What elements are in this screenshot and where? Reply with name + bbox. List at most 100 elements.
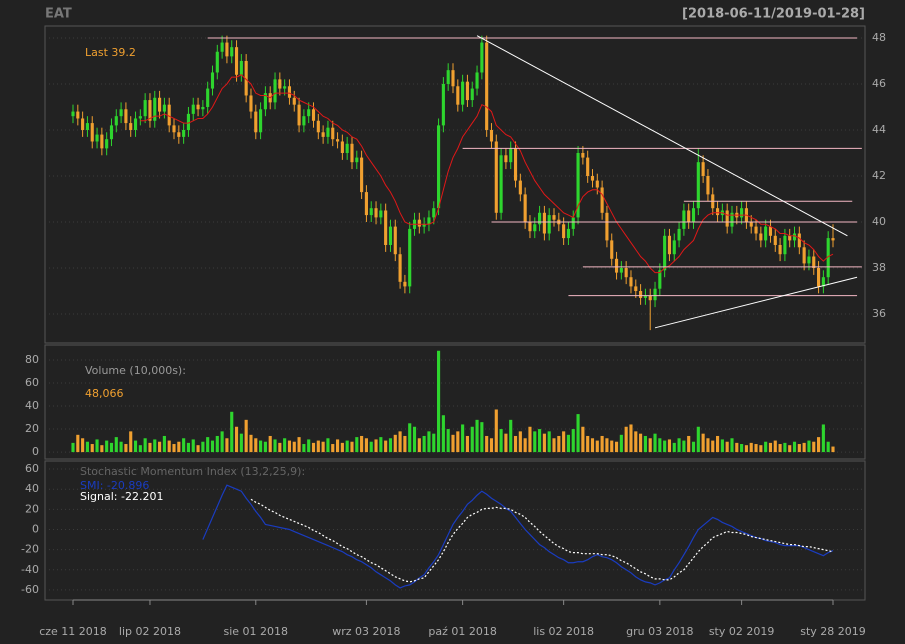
candle-body: [826, 238, 830, 278]
volume-bar: [220, 431, 224, 453]
volume-bar: [119, 441, 123, 453]
candle-body: [701, 162, 705, 176]
candle-body: [408, 228, 412, 287]
candle-body: [287, 86, 292, 98]
volume-bar: [792, 441, 797, 453]
x-tick-label: gru 03 2018: [626, 625, 693, 638]
x-tick-label: sie 01 2018: [224, 625, 289, 638]
volume-tick-label: 20: [25, 422, 39, 435]
candle-body: [470, 88, 474, 101]
moving-average: [140, 74, 834, 274]
volume-bar: [234, 426, 239, 453]
candle-body: [437, 125, 441, 209]
volume-bar: [677, 438, 681, 453]
volume-bar: [254, 438, 258, 453]
candle-body: [499, 155, 503, 213]
smi-tick-label: -20: [21, 543, 39, 556]
volume-bar: [768, 442, 773, 453]
x-tick-label: wrz 03 2018: [332, 625, 400, 638]
volume-bar: [196, 445, 200, 453]
volume-bar: [408, 423, 412, 453]
x-tick-label: cze 11 2018: [39, 625, 107, 638]
volume-bar: [437, 350, 441, 453]
volume-bar: [335, 439, 340, 453]
volume-bar: [321, 441, 325, 453]
candle-body: [340, 141, 344, 153]
volume-bar: [360, 435, 364, 453]
candle-body: [831, 238, 835, 241]
volume-bar: [283, 438, 287, 453]
candle-body: [283, 86, 287, 89]
x-tick-label: paź 01 2018: [428, 625, 496, 638]
volume-bar: [138, 445, 142, 453]
volume-bar: [730, 438, 734, 453]
candle-body: [581, 152, 585, 158]
candle-body: [812, 256, 816, 269]
candle-body: [379, 210, 383, 218]
volume-tick-label: 80: [25, 353, 39, 366]
candle-body: [81, 118, 85, 130]
volume-bar: [287, 440, 292, 453]
volume-bar: [696, 426, 700, 453]
volume-bar: [566, 434, 571, 453]
volume-bar: [162, 435, 166, 453]
volume-bar: [465, 435, 469, 453]
candle-body: [624, 268, 628, 278]
candle-body: [278, 79, 282, 89]
candle-body: [335, 139, 340, 142]
trend-line: [654, 276, 858, 329]
volume-bar: [595, 440, 599, 453]
candle-body: [446, 70, 450, 84]
smi-line: [202, 484, 834, 589]
candle-body: [129, 123, 133, 130]
candle-body: [172, 125, 176, 133]
candle-body: [509, 148, 513, 163]
candle-body: [138, 116, 142, 119]
volume-bar: [610, 440, 614, 453]
candle-body: [783, 235, 787, 255]
candle-body: [167, 104, 171, 126]
candle-body: [441, 83, 445, 126]
volume-bar: [518, 431, 522, 453]
candle-body: [533, 224, 537, 232]
volume-bar: [648, 438, 652, 453]
volume-bar: [191, 439, 195, 453]
y-tick-label: 38: [872, 261, 886, 274]
candle-body: [302, 116, 306, 126]
volume-bar: [715, 435, 720, 453]
candle-body: [513, 148, 518, 181]
candle-body: [210, 72, 215, 89]
candle-body: [687, 210, 691, 222]
candle-body: [634, 286, 638, 292]
volume-bar: [759, 445, 763, 453]
candle-body: [542, 212, 546, 234]
candle-body: [658, 270, 662, 289]
candle-body: [715, 208, 720, 216]
volume-bar: [576, 414, 580, 453]
volume-bar: [744, 445, 748, 453]
candle-body: [331, 127, 335, 140]
volume-bar: [682, 440, 686, 453]
volume-bar: [292, 441, 296, 453]
volume-bar: [85, 441, 89, 453]
chart-subtitle: [2018-06-11/2019-01-28]: [682, 7, 865, 22]
last-label: Last 39.2: [85, 46, 136, 59]
trend-line: [476, 35, 848, 237]
volume-bar: [740, 444, 744, 453]
candle-body: [504, 155, 508, 163]
volume-bar: [129, 431, 133, 453]
volume-bar: [143, 438, 147, 453]
candle-body: [234, 47, 239, 75]
volume-bar: [210, 440, 215, 453]
candle-body: [432, 208, 436, 218]
volume-bar: [369, 441, 373, 453]
candle-body: [76, 111, 80, 119]
candle-body: [489, 129, 494, 142]
candle-body: [403, 281, 407, 287]
volume-bar: [523, 438, 527, 453]
volume-bar: [114, 437, 118, 453]
volume-bar: [509, 419, 513, 453]
candle-body: [374, 208, 378, 218]
volume-bar: [109, 442, 114, 453]
